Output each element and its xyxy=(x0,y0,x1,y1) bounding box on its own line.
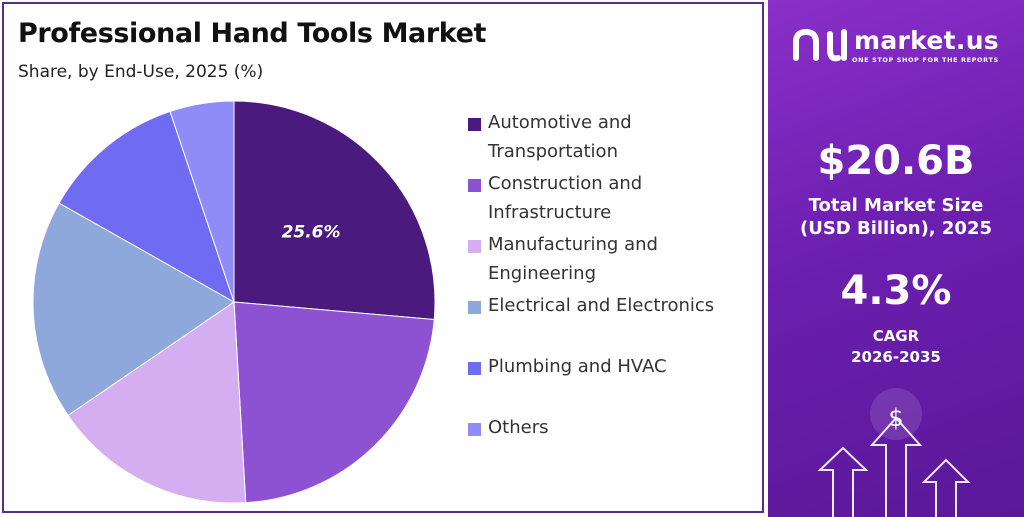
growth-arrows-icon: $ xyxy=(817,388,971,517)
dollar-symbol: $ xyxy=(888,404,903,432)
stats-panel: $ market.us ONE STOP SHOP FOR THE REPORT… xyxy=(768,0,1024,517)
pie-slice-manufacturing-and-engineering xyxy=(67,301,247,504)
brand-name: market.us xyxy=(854,26,999,55)
market-size-label: Total Market Size (USD Billion), 2025 xyxy=(799,195,993,239)
market-size-value: $20.6B xyxy=(817,138,975,184)
pie-slice-construction-and-infrastructure xyxy=(233,301,435,504)
pie-slice-plumbing-and-hvac xyxy=(58,110,235,304)
pie-slice-automotive-and-transportation xyxy=(233,100,436,321)
pie-chart: 25.6% xyxy=(32,100,436,504)
chart-title: Professional Hand Tools Market xyxy=(18,18,487,49)
legend-swatch xyxy=(468,240,481,253)
legend-label: Plumbing and HVAC xyxy=(488,356,667,377)
legend-swatch xyxy=(468,118,481,131)
legend-label: Electrical and Electronics xyxy=(488,295,715,316)
chart-subtitle: Share, by End-Use, 2025 (%) xyxy=(18,62,264,82)
legend-label: Others xyxy=(488,417,549,438)
pie-data-label: 25.6% xyxy=(282,222,341,242)
pie-slice-electrical-and-electronics xyxy=(32,202,235,417)
legend-label: Automotive and Transportation xyxy=(488,112,632,162)
legend-swatch xyxy=(468,301,481,314)
brand-tagline: ONE STOP SHOP FOR THE REPORTS xyxy=(852,56,999,64)
legend-swatch xyxy=(468,179,481,192)
brand-logo: market.us ONE STOP SHOP FOR THE REPORTS xyxy=(790,22,1010,72)
legend-label: Manufacturing and Engineering xyxy=(488,234,658,284)
chart-panel: Professional Hand Tools Market Share, by… xyxy=(2,2,764,513)
legend-swatch xyxy=(468,362,481,375)
cagr-label: CAGR 2026-2035 xyxy=(851,327,941,366)
pie-slice-others xyxy=(169,100,235,303)
cagr-value: 4.3% xyxy=(840,268,952,314)
legend-swatch xyxy=(468,423,481,436)
legend-label: Construction and Infrastructure xyxy=(488,173,643,223)
market-us-logo-icon xyxy=(793,28,847,62)
